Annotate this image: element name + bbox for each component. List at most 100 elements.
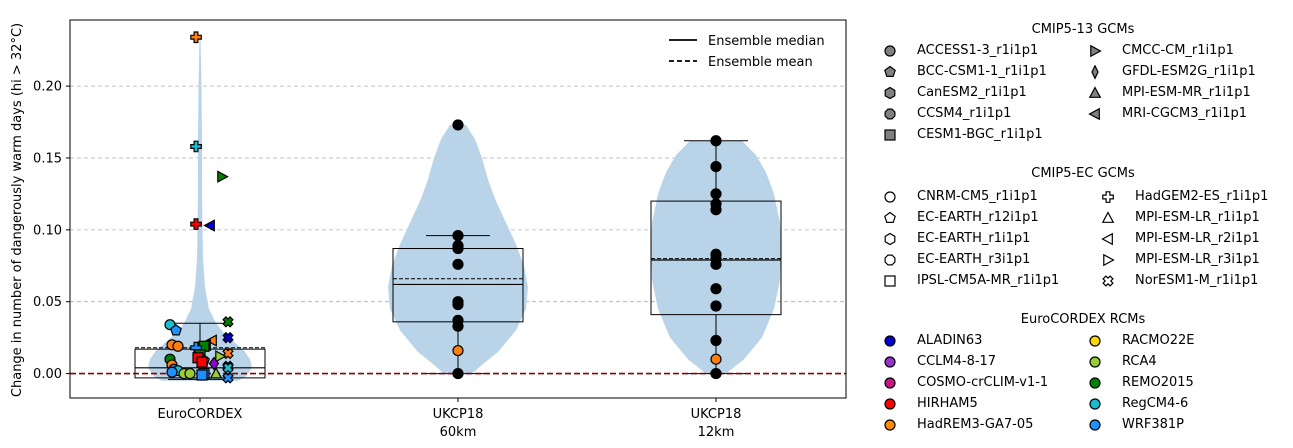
eurocordex-point <box>208 356 220 371</box>
eurocordex-point <box>196 356 208 368</box>
ukcp-point <box>710 188 722 200</box>
eurocordex-point <box>190 31 202 44</box>
legend-marker-icon <box>1101 232 1113 246</box>
eurocordex-point <box>209 366 223 379</box>
legend-marker <box>884 275 896 287</box>
legend-marker-icon <box>1101 211 1115 223</box>
y-tick-label: 0.15 <box>33 151 62 166</box>
legend-marker-icon <box>884 335 896 347</box>
legend-marker-icon <box>1102 191 1114 203</box>
eurocordex-point <box>222 372 234 384</box>
points <box>164 31 722 384</box>
legend-marker <box>884 232 896 246</box>
legend-label: CMCC-CM_r1i1p1 <box>1122 43 1234 58</box>
legend-marker-icon <box>1089 335 1101 347</box>
ukcp-point <box>710 258 722 270</box>
legend-label: EC-EARTH_r12i1p1 <box>917 210 1039 225</box>
legend-marker <box>884 398 896 410</box>
legend-marker <box>1102 275 1114 287</box>
ukcp-point <box>710 334 722 347</box>
y-tick-label: 0.05 <box>33 295 62 310</box>
legend-marker-icon <box>884 45 896 57</box>
x-tick-label: UKCP18 <box>691 407 742 422</box>
legend-label: COSMO-crCLIM-v1-1 <box>917 375 1049 390</box>
legend-marker <box>1088 107 1100 121</box>
eurocordex-point <box>217 170 229 183</box>
legend-marker-icon <box>884 86 896 100</box>
ec-legend-title: CMIP5-EC GCMs <box>1031 166 1135 181</box>
legend-marker-icon <box>1089 419 1101 431</box>
plot-legend: Ensemble median Ensemble mean <box>669 34 825 70</box>
legend-marker <box>884 191 896 203</box>
legend-marker <box>884 211 896 223</box>
legend-marker <box>884 377 896 389</box>
legend-marker <box>884 45 896 57</box>
x-tick-label: 60km <box>440 425 477 440</box>
legend-label: MPI-ESM-MR_r1i1p1 <box>1122 85 1251 100</box>
eurocordex-point <box>203 219 215 232</box>
eurocordex-point <box>172 340 184 352</box>
legend-label: CCLM4-8-17 <box>917 354 997 369</box>
legend-marker <box>884 356 896 368</box>
x-tick-label: UKCP18 <box>433 407 484 422</box>
legend-marker-icon <box>1090 44 1102 58</box>
ukcp-point <box>452 320 464 332</box>
legend-label: EC-EARTH_r1i1p1 <box>917 231 1031 246</box>
legend-marker <box>1089 377 1101 389</box>
legend-marker <box>884 108 896 120</box>
legend-marker-icon <box>884 254 896 266</box>
legend-label: IPSL-CM5A-MR_r1i1p1 <box>917 273 1060 288</box>
ukcp-point <box>452 258 464 270</box>
legend-marker-icon <box>1089 356 1101 368</box>
ukcp-point <box>710 204 722 216</box>
legend-marker <box>884 254 896 266</box>
legend-label: MPI-ESM-LR_r1i1p1 <box>1135 210 1260 225</box>
legend-marker <box>1089 398 1101 410</box>
legend-marker-icon <box>884 129 896 141</box>
ukcp-point <box>710 300 722 312</box>
ukcp-point <box>452 298 464 311</box>
legend-marker-icon <box>1088 107 1100 121</box>
legend-marker <box>1089 356 1101 368</box>
legend-marker-icon <box>884 65 896 77</box>
legend-label: ACCESS1-3_r1i1p1 <box>917 43 1039 58</box>
legend-marker-icon <box>884 398 896 410</box>
legend-marker <box>1103 253 1115 267</box>
legend-label: CCSM4_r1i1p1 <box>917 106 1012 121</box>
eurocordex-point <box>190 218 202 230</box>
eurocordex-point <box>184 367 196 380</box>
legend-marker <box>1101 232 1113 246</box>
ukcp-point <box>710 161 722 173</box>
x-axis: EuroCORDEX UKCP18 60km UKCP18 12km <box>158 398 742 440</box>
legend-label: RCA4 <box>1122 354 1157 369</box>
mean-legend-label: Ensemble mean <box>708 55 813 70</box>
legend-marker <box>884 419 896 431</box>
legend-marker-icon <box>1091 65 1099 80</box>
legend-marker <box>1102 191 1114 203</box>
legend-marker <box>1090 44 1102 58</box>
legend-marker <box>884 86 896 100</box>
legend-marker-icon <box>1102 275 1114 287</box>
violin <box>148 37 252 381</box>
legend-marker-icon <box>884 377 896 389</box>
gcm13-legend-title: CMIP5-13 GCMs <box>1031 22 1135 37</box>
violins <box>148 37 781 381</box>
legend-label: RACMO22E <box>1122 333 1195 348</box>
ukcp-point <box>452 119 464 131</box>
model-legend: CMIP5-13 GCMs ACCESS1-3_r1i1p1 CMCC-CM_r1… <box>878 14 1288 444</box>
chart: 0.00 0.05 0.10 0.15 0.20 EuroCORDEX UKCP18 60k… <box>10 19 847 440</box>
legend-label: HadREM3-GA7-05 <box>917 417 1034 432</box>
legend-marker-icon <box>884 275 896 287</box>
y-axis: 0.00 0.05 0.10 0.15 0.20 <box>33 80 70 382</box>
eurocordex-point <box>215 350 227 363</box>
legend-marker-icon <box>1089 377 1101 389</box>
legend-label: HIRHAM5 <box>917 396 978 411</box>
legend-label: REMO2015 <box>1122 375 1194 390</box>
legend-label: MPI-ESM-LR_r3i1p1 <box>1135 252 1260 267</box>
legend-marker <box>1088 86 1102 98</box>
legend-label: RegCM4-6 <box>1122 396 1189 411</box>
eurocordex-point <box>190 140 202 153</box>
y-axis-label: Change in number of dangerously warm day… <box>10 23 25 397</box>
x-tick-label: EuroCORDEX <box>158 407 243 422</box>
ukcp-point <box>452 242 464 255</box>
